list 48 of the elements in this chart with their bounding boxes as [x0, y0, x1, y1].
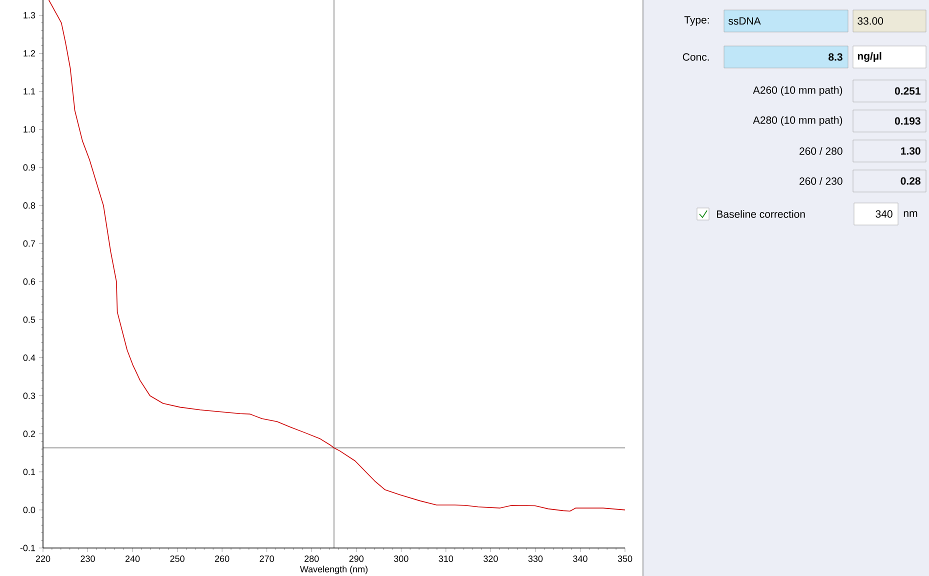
text: Conc. — [682, 53, 709, 61]
text: 0.251 — [894, 87, 921, 95]
x-axis-title: Wavelength (nm) — [300, 566, 368, 574]
y-tick-label: 0.7 — [23, 240, 36, 247]
x-tick-label: 260 — [215, 556, 230, 562]
x-tick-label: 270 — [260, 556, 274, 562]
y-tick-label: 0.5 — [23, 316, 36, 323]
text: 260 / 280 — [800, 147, 842, 155]
x-tick-label: 320 — [484, 556, 498, 562]
x-tick-label: 310 — [438, 556, 454, 562]
text: 0.193 — [894, 117, 920, 125]
x-tick-label: 230 — [80, 556, 95, 562]
y-tick-label: 0.8 — [23, 202, 36, 209]
y-tick-label: 1.3 — [24, 12, 36, 18]
text: Type: — [684, 16, 709, 26]
text: A260 (10 mm path) — [752, 86, 842, 96]
text: 260 / 230 — [800, 177, 842, 185]
y-tick-label: 0.3 — [23, 392, 36, 399]
x-tick-label: 280 — [304, 556, 319, 562]
y-tick-label: 1.0 — [24, 126, 36, 133]
x-tick-label: 220 — [36, 556, 50, 562]
text: 340 — [876, 210, 892, 218]
x-tick-label: 340 — [573, 556, 588, 562]
line-series — [48, 0, 626, 512]
x-tick-label: 290 — [349, 556, 364, 562]
y-tick-label: 0.2 — [23, 430, 36, 438]
y-tick-label: 1.2 — [24, 50, 36, 56]
x-tick-label: 250 — [170, 556, 184, 562]
y-tick-label: 0.4 — [23, 354, 36, 361]
text: 1.30 — [901, 147, 920, 155]
text: A280 (10 mm path) — [752, 116, 842, 126]
y-tick-label: 0.9 — [23, 164, 36, 171]
y-tick-label: 0.1 — [23, 468, 36, 476]
text: 33.00 — [858, 17, 884, 25]
text: Baseline correction — [717, 210, 805, 218]
text: nm — [904, 211, 918, 217]
x-tick-label: 330 — [528, 556, 543, 562]
text: ng/µl — [858, 52, 882, 62]
x-tick-label: 300 — [394, 556, 408, 562]
x-tick-label: 350 — [618, 556, 632, 562]
y-tick-label: 0.6 — [23, 278, 36, 285]
text: 0.28 — [900, 177, 920, 185]
x-tick-label: 240 — [125, 556, 140, 562]
y-tick-label: 1.1 — [24, 88, 36, 94]
y-tick-label: -0.1 — [20, 544, 36, 552]
text: 8.3 — [828, 53, 842, 61]
y-tick-label: 0.0 — [23, 506, 36, 514]
text: ssDNA — [728, 17, 761, 25]
